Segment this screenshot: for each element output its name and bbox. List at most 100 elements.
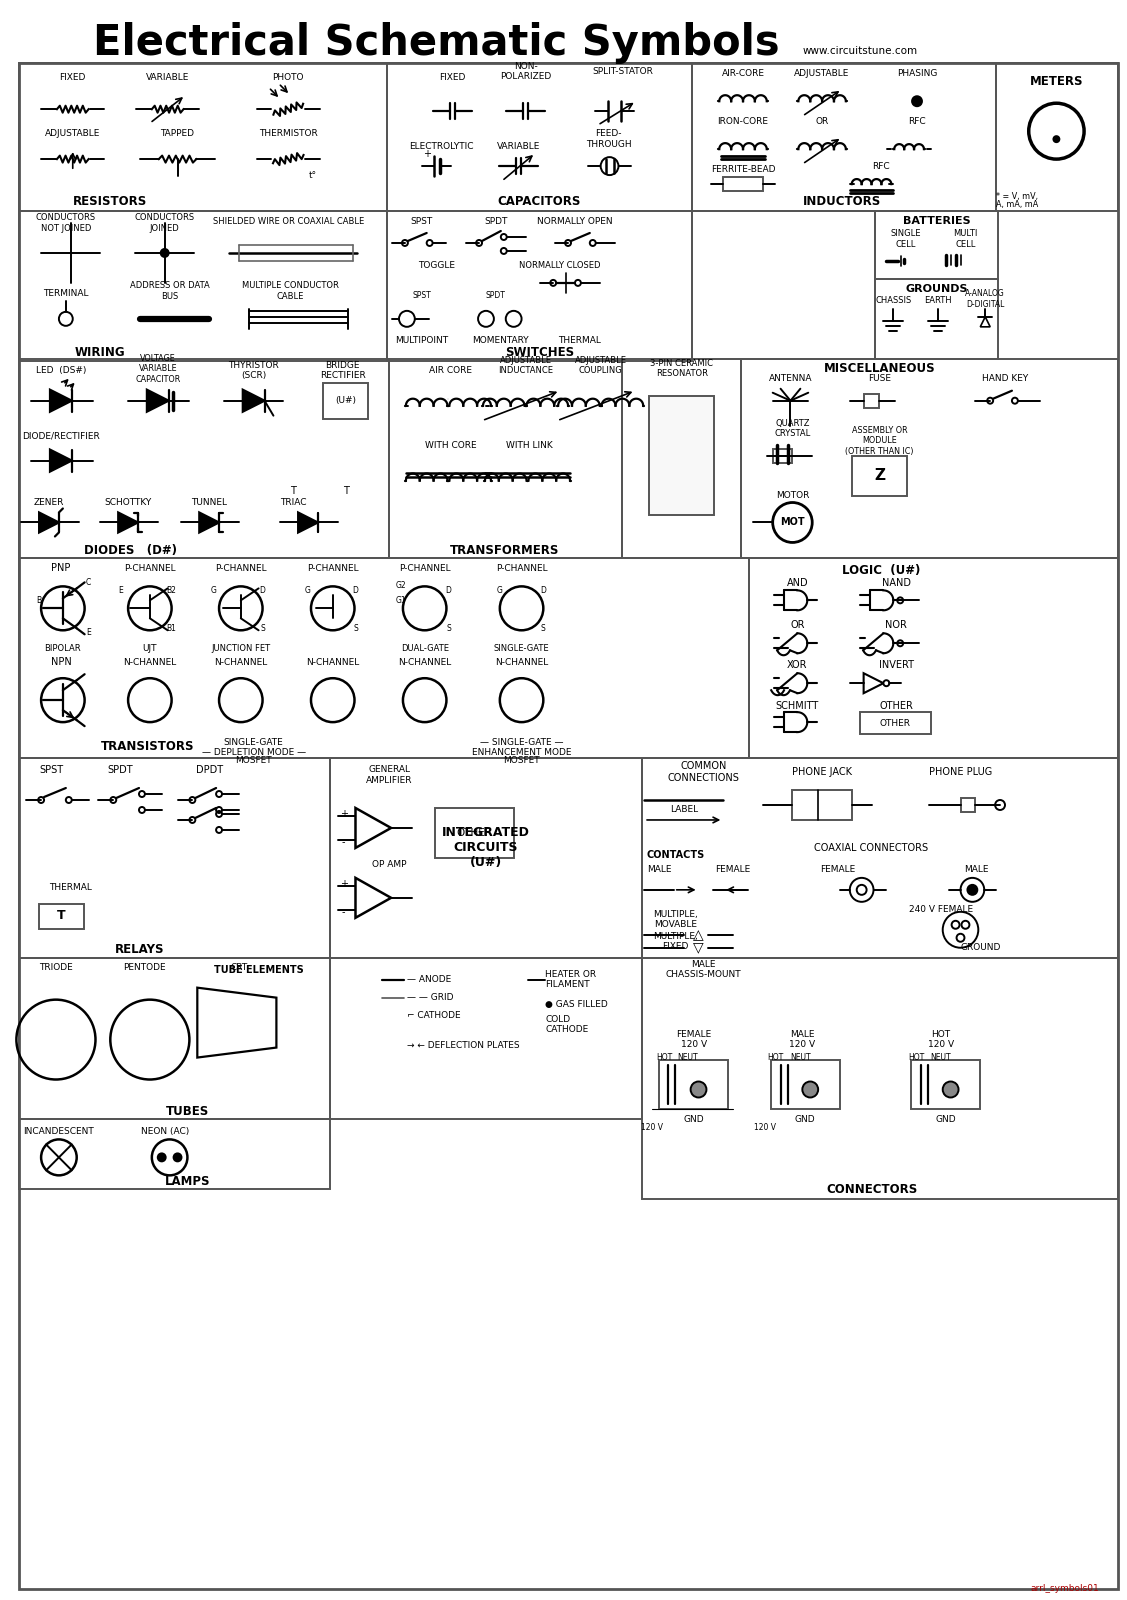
Text: NEUT: NEUT [677, 1053, 698, 1062]
Polygon shape [50, 390, 72, 411]
Bar [749, 558, 1118, 758]
Text: S: S [260, 624, 265, 632]
Text: MALE
120 V: MALE 120 V [789, 1030, 816, 1050]
Circle shape [942, 1082, 959, 1098]
Text: N-CHANNEL: N-CHANNEL [398, 658, 451, 667]
Bar [659, 1059, 728, 1109]
Text: OTHER: OTHER [879, 701, 913, 710]
Text: E: E [86, 627, 91, 637]
Text: ADJUSTABLE: ADJUSTABLE [795, 69, 850, 78]
Text: ADDRESS OR DATA
BUS: ADDRESS OR DATA BUS [130, 282, 210, 301]
Text: SPLIT-STATOR: SPLIT-STATOR [592, 67, 653, 75]
Text: SPST: SPST [39, 765, 63, 774]
Text: CONDUCTORS
JOINED: CONDUCTORS JOINED [134, 213, 195, 232]
Text: THERMAL: THERMAL [50, 883, 92, 893]
Text: MISCELLANEOUS: MISCELLANEOUS [824, 362, 935, 376]
Circle shape [158, 1154, 166, 1162]
Text: (U#): (U#) [335, 397, 356, 405]
Text: ADJUSTABLE
COUPLING: ADJUSTABLE COUPLING [575, 357, 627, 376]
Text: — ANODE: — ANODE [407, 974, 451, 984]
Text: WIRING: WIRING [76, 346, 126, 360]
Text: S: S [541, 624, 545, 632]
Text: CHASSIS: CHASSIS [876, 296, 912, 306]
Text: MOTOR: MOTOR [775, 491, 809, 501]
Text: FEMALE: FEMALE [820, 866, 855, 874]
Bar [19, 64, 387, 211]
Text: PHASING: PHASING [897, 69, 938, 78]
Bar [19, 1120, 330, 1189]
Text: → ← DEFLECTION PLATES: → ← DEFLECTION PLATES [407, 1042, 520, 1050]
Bar [860, 712, 931, 734]
Text: WITH CORE: WITH CORE [425, 442, 477, 450]
Text: * = V, mV,: * = V, mV, [996, 192, 1038, 200]
Text: -: - [341, 837, 345, 846]
Polygon shape [199, 512, 219, 533]
Text: 120 V: 120 V [641, 1123, 663, 1131]
Bar [773, 448, 792, 462]
Text: S: S [446, 624, 451, 632]
Text: B2: B2 [167, 586, 177, 595]
Text: RFC: RFC [908, 117, 925, 126]
Text: DIODES   (D#): DIODES (D#) [83, 544, 177, 557]
Bar [389, 358, 622, 558]
Text: G: G [497, 586, 503, 595]
Text: TRANSISTORS: TRANSISTORS [100, 739, 194, 752]
Text: COLD
CATHODE: COLD CATHODE [545, 1014, 588, 1034]
Polygon shape [147, 390, 169, 411]
Circle shape [691, 1082, 707, 1098]
Text: AND: AND [787, 578, 808, 589]
Text: MULTI
CELL: MULTI CELL [953, 229, 977, 248]
Text: N-CHANNEL: N-CHANNEL [495, 658, 548, 667]
Text: SINGLE-GATE: SINGLE-GATE [494, 643, 549, 653]
Text: OR: OR [790, 621, 805, 630]
Text: EARTH: EARTH [924, 296, 951, 306]
Text: GENERAL
AMPLIFIER: GENERAL AMPLIFIER [366, 765, 412, 784]
Bar [330, 758, 642, 958]
Text: TUBE ELEMENTS: TUBE ELEMENTS [214, 965, 303, 974]
Bar [387, 64, 692, 211]
Text: XOR: XOR [787, 661, 808, 670]
Text: INCANDESCENT: INCANDESCENT [24, 1126, 95, 1136]
Text: BATTERIES: BATTERIES [903, 216, 970, 226]
Text: LOGIC  (U#): LOGIC (U#) [842, 563, 921, 578]
Text: N-CHANNEL: N-CHANNEL [214, 658, 267, 667]
Text: THERMISTOR: THERMISTOR [259, 128, 318, 138]
Text: SPDT: SPDT [107, 765, 133, 774]
Text: GND: GND [683, 1115, 704, 1123]
Text: ENHANCEMENT MODE: ENHANCEMENT MODE [472, 747, 571, 757]
Text: CONNECTORS: CONNECTORS [826, 1182, 917, 1195]
Text: GND: GND [935, 1115, 956, 1123]
Text: A-ANALOG
D-DIGITAL: A-ANALOG D-DIGITAL [966, 290, 1005, 309]
Bar [322, 382, 369, 419]
Text: Z: Z [873, 469, 885, 483]
Polygon shape [299, 512, 318, 533]
Text: RFC: RFC [872, 162, 890, 171]
Text: G1: G1 [396, 595, 406, 605]
Text: HOT: HOT [767, 1053, 783, 1062]
Bar [622, 358, 742, 558]
Text: SPDT: SPDT [486, 291, 506, 301]
Text: +: + [423, 149, 431, 158]
Text: MOT: MOT [780, 517, 805, 528]
Text: HOT
120 V: HOT 120 V [928, 1030, 953, 1050]
Text: RELAYS: RELAYS [115, 944, 165, 957]
Text: — — GRID: — — GRID [407, 994, 453, 1002]
Text: A, mA, mA: A, mA, mA [996, 200, 1038, 208]
Polygon shape [118, 512, 137, 533]
Circle shape [174, 1154, 181, 1162]
Bar [771, 1059, 840, 1109]
Text: — SINGLE-GATE —: — SINGLE-GATE — [480, 738, 564, 747]
Text: G: G [211, 586, 216, 595]
Text: FEMALE: FEMALE [716, 866, 751, 874]
Text: +: + [339, 810, 347, 819]
Text: 120 V: 120 V [754, 1123, 775, 1131]
Text: PHONE JACK: PHONE JACK [792, 766, 852, 778]
Text: DPDT: DPDT [196, 765, 223, 774]
Text: NEON (AC): NEON (AC) [141, 1126, 189, 1136]
Text: OTHER: OTHER [456, 827, 492, 838]
Text: TOGGLE: TOGGLE [418, 261, 455, 270]
Text: FIXED: FIXED [440, 72, 465, 82]
Text: SHIELDED WIRE OR COAXIAL CABLE: SHIELDED WIRE OR COAXIAL CABLE [213, 216, 364, 226]
Bar [330, 958, 642, 1120]
Text: HAND KEY: HAND KEY [982, 374, 1028, 384]
